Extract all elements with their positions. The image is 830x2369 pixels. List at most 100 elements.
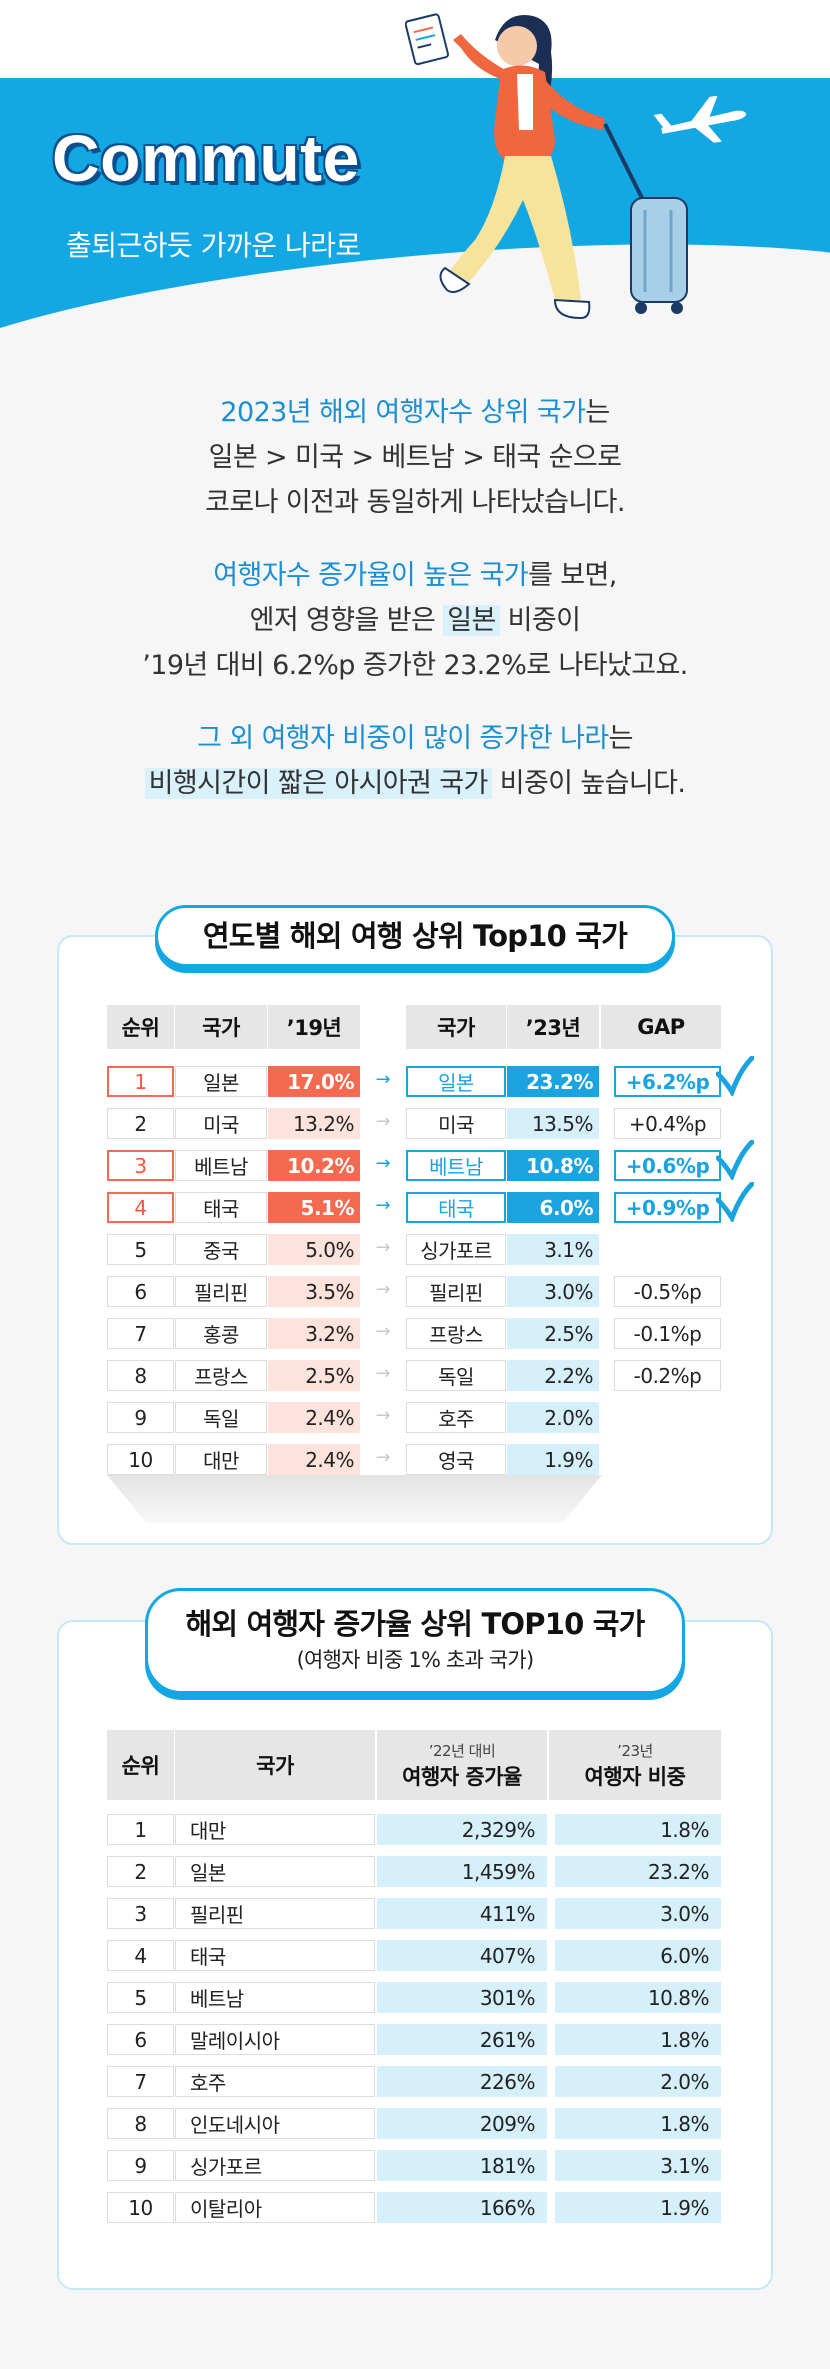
t2-growth-cell: 166% (377, 2192, 547, 2223)
arrow-right-icon: → (375, 1447, 391, 1468)
t2-growth-cell: 301% (377, 1982, 547, 2013)
table2-subtitle: (여행자 비중 1% 초과 국가) (296, 1648, 534, 1672)
t1-country19-cell: 일본 (175, 1066, 267, 1097)
t2-rank-cell: 8 (107, 2108, 174, 2139)
t1-country23-cell: 일본 (406, 1066, 506, 1097)
t1-country19-cell: 베트남 (175, 1150, 267, 1181)
hero-banner: Commute 출퇴근하듯 가까운 나라로 (0, 0, 830, 345)
t1-value19-cell: 17.0% (268, 1066, 360, 1097)
t1-gap-cell: -0.1%p (614, 1318, 721, 1349)
t2-growth-cell: 407% (377, 1940, 547, 1971)
t2-country-cell: 베트남 (175, 1982, 375, 2013)
intro-text: 2023년 해외 여행자수 상위 국가는 일본 > 미국 > 베트남 > 태국 … (0, 390, 830, 834)
airplane-icon (653, 95, 747, 143)
t2-country-cell: 인도네시아 (175, 2108, 375, 2139)
t2-country-cell: 호주 (175, 2066, 375, 2097)
t1-rank-cell: 9 (107, 1402, 174, 1433)
t2-rank-cell: 1 (107, 1814, 174, 1845)
t2-country-cell: 싱가포르 (175, 2150, 375, 2181)
t1-value23-cell: 1.9% (507, 1444, 599, 1475)
t2-rank-cell: 2 (107, 1856, 174, 1887)
t2-country-cell: 태국 (175, 1940, 375, 1971)
t1-country23-cell: 태국 (406, 1192, 506, 1223)
t1-country23-cell: 독일 (406, 1360, 506, 1391)
t1-country23-cell: 미국 (406, 1108, 506, 1139)
t1-value23-cell: 10.8% (507, 1150, 599, 1181)
t1-value19-cell: 3.2% (268, 1318, 360, 1349)
t1-country23-cell: 프랑스 (406, 1318, 506, 1349)
t1-gap-cell: +0.4%p (614, 1108, 721, 1139)
suitcase-icon (603, 123, 688, 314)
t1-header-country19: 국가 (175, 1005, 267, 1049)
checkmark-icon (716, 1182, 754, 1222)
t1-value23-cell: 2.2% (507, 1360, 599, 1391)
t2-share-cell: 2.0% (555, 2066, 721, 2097)
t1-value19-cell: 2.4% (268, 1402, 360, 1433)
t1-gap-cell: -0.2%p (614, 1360, 721, 1391)
t2-growth-cell: 226% (377, 2066, 547, 2097)
intro-paragraph-1: 2023년 해외 여행자수 상위 국가는 일본 > 미국 > 베트남 > 태국 … (205, 397, 625, 518)
t1-value23-cell: 13.5% (507, 1108, 599, 1139)
t1-header-y19: ’19년 (268, 1005, 360, 1049)
t2-growth-cell: 1,459% (377, 1856, 547, 1887)
t2-country-cell: 일본 (175, 1856, 375, 1887)
t1-country19-cell: 중국 (175, 1234, 267, 1265)
t2-share-cell: 1.9% (555, 2192, 721, 2223)
arrow-right-icon: → (375, 1111, 391, 1132)
arrow-right-icon: → (375, 1279, 391, 1300)
t1-rank-cell: 1 (107, 1066, 174, 1097)
t2-rank-cell: 6 (107, 2024, 174, 2055)
intro-paragraph-2: 여행자수 증가율이 높은 국가를 보면, 엔저 영향을 받은 일본 비중이 ’1… (142, 560, 688, 681)
t2-share-cell: 1.8% (555, 2024, 721, 2055)
arrow-right-icon: → (375, 1405, 391, 1426)
arrow-right-icon: → (375, 1069, 391, 1090)
t1-header-gap: GAP (601, 1005, 721, 1049)
t1-country19-cell: 프랑스 (175, 1360, 267, 1391)
t1-gap-cell: +0.6%p (614, 1150, 721, 1181)
t2-growth-cell: 181% (377, 2150, 547, 2181)
t2-country-cell: 필리핀 (175, 1898, 375, 1929)
t2-rank-cell: 5 (107, 1982, 174, 2013)
t2-share-cell: 10.8% (555, 1982, 721, 2013)
t1-value19-cell: 10.2% (268, 1150, 360, 1181)
t1-country19-cell: 대만 (175, 1444, 267, 1475)
t1-country23-cell: 싱가포르 (406, 1234, 506, 1265)
table1-title: 연도별 해외 여행 상위 Top10 국가 (155, 905, 675, 967)
t1-rank-cell: 3 (107, 1150, 174, 1181)
t1-value23-cell: 3.0% (507, 1276, 599, 1307)
checkmark-icon (716, 1140, 754, 1180)
ticket-icon (405, 13, 449, 66)
t1-header-y23: ’23년 (507, 1005, 599, 1049)
arrow-right-icon: → (375, 1363, 391, 1384)
t2-growth-cell: 2,329% (377, 1814, 547, 1845)
t2-share-cell: 23.2% (555, 1856, 721, 1887)
t2-share-cell: 6.0% (555, 1940, 721, 1971)
t1-value23-cell: 3.1% (507, 1234, 599, 1265)
t2-growth-cell: 411% (377, 1898, 547, 1929)
t2-share-cell: 1.8% (555, 1814, 721, 1845)
t2-header-rank: 순위 (107, 1730, 174, 1800)
t1-country23-cell: 호주 (406, 1402, 506, 1433)
t1-country23-cell: 필리핀 (406, 1276, 506, 1307)
page-title: Commute (52, 121, 360, 195)
t1-gap-cell: +6.2%p (614, 1066, 721, 1097)
t1-value19-cell: 13.2% (268, 1108, 360, 1139)
t1-value23-cell: 6.0% (507, 1192, 599, 1223)
intro-paragraph-3: 그 외 여행자 비중이 많이 증가한 나라는 비행시간이 짧은 아시아권 국가 … (0, 716, 830, 806)
traveler-illustration (405, 13, 747, 320)
t1-country19-cell: 미국 (175, 1108, 267, 1139)
t1-rank-cell: 10 (107, 1444, 174, 1475)
t2-rank-cell: 4 (107, 1940, 174, 1971)
t1-country19-cell: 홍콩 (175, 1318, 267, 1349)
t2-country-cell: 말레이시아 (175, 2024, 375, 2055)
t2-growth-cell: 261% (377, 2024, 547, 2055)
t1-rank-cell: 4 (107, 1192, 174, 1223)
t1-value19-cell: 5.0% (268, 1234, 360, 1265)
arrow-right-icon: → (375, 1195, 391, 1216)
t1-rank-cell: 2 (107, 1108, 174, 1139)
t2-header-growth: ’22년 대비 여행자 증가율 (377, 1730, 547, 1800)
t1-gap-cell: -0.5%p (614, 1276, 721, 1307)
t2-rank-cell: 3 (107, 1898, 174, 1929)
page-subtitle: 출퇴근하듯 가까운 나라로 (66, 229, 361, 262)
t1-value19-cell: 2.5% (268, 1360, 360, 1391)
